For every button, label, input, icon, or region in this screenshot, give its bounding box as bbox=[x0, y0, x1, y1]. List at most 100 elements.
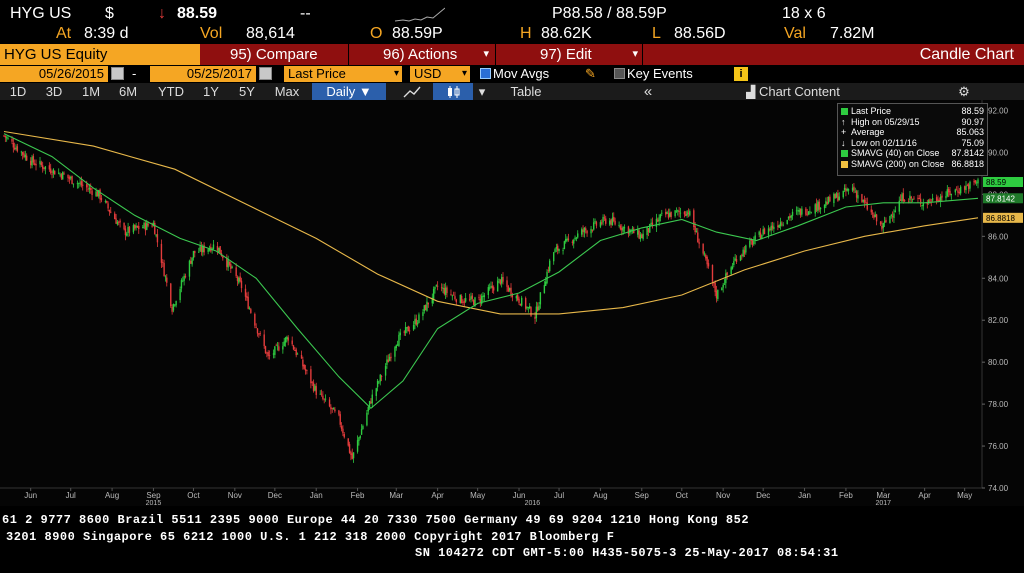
legend-marker-icon: ↓ bbox=[841, 137, 846, 148]
candle-body bbox=[518, 298, 520, 303]
edit-menu[interactable]: 97) Edit ▾ bbox=[496, 44, 642, 65]
candle-body bbox=[7, 137, 9, 139]
candle-body bbox=[164, 276, 167, 278]
start-calendar-icon[interactable] bbox=[111, 67, 124, 80]
candle-body bbox=[745, 245, 747, 253]
candle-body bbox=[666, 212, 668, 214]
bid-ask: P88.58 / 88.59P bbox=[552, 5, 667, 22]
period-1m[interactable]: 1M bbox=[81, 84, 101, 99]
x-tick-label: Feb bbox=[351, 491, 365, 500]
candle-body bbox=[665, 211, 667, 215]
price-chart[interactable]: 92.0090.0088.0086.0084.0082.0080.0078.00… bbox=[0, 100, 1024, 506]
candle-body bbox=[591, 229, 594, 231]
chart-content-label: Chart Content bbox=[758, 84, 840, 99]
candle-body bbox=[371, 394, 373, 404]
candle-body bbox=[977, 179, 979, 184]
pencil-icon[interactable]: ✎ bbox=[585, 66, 596, 81]
table-button[interactable]: Table bbox=[510, 84, 542, 99]
currency-select[interactable]: USD ▾ bbox=[410, 66, 470, 82]
candle-body bbox=[472, 300, 475, 305]
period-max[interactable]: Max bbox=[274, 84, 300, 99]
candle-body bbox=[954, 189, 957, 193]
line-chart-icon[interactable] bbox=[398, 83, 426, 100]
candle-body bbox=[907, 201, 910, 203]
candle-body bbox=[78, 183, 80, 185]
gear-icon[interactable]: ⚙ bbox=[958, 84, 970, 99]
candle-body bbox=[917, 197, 919, 199]
candle-body bbox=[965, 185, 967, 191]
candle-body bbox=[283, 341, 285, 347]
candle-body bbox=[838, 196, 840, 201]
ticker[interactable]: HYG US bbox=[10, 5, 72, 22]
mov-avgs-checkbox[interactable] bbox=[480, 68, 491, 79]
x-tick-label: Jul bbox=[66, 491, 76, 500]
x-tick-label: May bbox=[957, 491, 972, 500]
candle-body bbox=[603, 217, 606, 219]
chart-type-chevron-down-icon[interactable]: ▾ bbox=[478, 84, 486, 99]
legend-row: ↓ Low on 02/11/16 75.09 bbox=[841, 138, 984, 149]
candle-body bbox=[586, 230, 588, 234]
end-date-field[interactable]: 05/25/2017 bbox=[150, 66, 256, 82]
candle-body bbox=[67, 174, 69, 178]
security-field[interactable]: HYG US Equity bbox=[0, 44, 200, 65]
candle-body bbox=[431, 297, 433, 304]
period-5y[interactable]: 5Y bbox=[239, 84, 255, 99]
candle-body bbox=[749, 240, 751, 247]
candle-type-icon[interactable] bbox=[433, 83, 473, 100]
period-ytd[interactable]: YTD bbox=[158, 84, 184, 99]
candle-body bbox=[967, 184, 970, 190]
chart-content-button[interactable]: ▟ Chart Content bbox=[728, 83, 858, 100]
candle-body bbox=[938, 200, 941, 202]
end-calendar-icon[interactable] bbox=[259, 67, 272, 80]
candle-body bbox=[698, 242, 700, 244]
candle-body bbox=[314, 385, 316, 391]
bid-ask-size: 18 x 6 bbox=[782, 5, 826, 22]
candle-body bbox=[302, 359, 304, 367]
footer-contacts-line2: 3201 8900 Singapore 65 6212 1000 U.S. 1 … bbox=[6, 530, 615, 544]
period-1y[interactable]: 1Y bbox=[203, 84, 219, 99]
quote-header: HYG US $ ↓ 88.59 -- P88.58 / 88.59P 18 x… bbox=[0, 0, 1024, 44]
candle-body bbox=[399, 332, 401, 336]
candle-body bbox=[573, 240, 575, 244]
field-select[interactable]: Last Price ▾ bbox=[284, 66, 402, 82]
candle-body bbox=[52, 169, 55, 174]
info-icon[interactable]: i bbox=[734, 67, 748, 81]
candle-body bbox=[773, 226, 775, 230]
start-date-field[interactable]: 05/26/2015 bbox=[0, 66, 108, 82]
candle-body bbox=[63, 173, 65, 175]
candle-body bbox=[311, 381, 313, 383]
open-label: O bbox=[370, 25, 383, 42]
candle-body bbox=[577, 233, 579, 238]
candle-body bbox=[20, 151, 23, 153]
period-6m[interactable]: 6M bbox=[118, 84, 138, 99]
candle-body bbox=[367, 406, 369, 412]
candle-body bbox=[758, 231, 760, 235]
candle-body bbox=[470, 296, 472, 300]
sma40-tag-bg bbox=[983, 193, 1023, 204]
candle-body bbox=[949, 190, 951, 195]
period-1d[interactable]: 1D bbox=[9, 84, 27, 99]
candle-body bbox=[123, 222, 125, 230]
candle-body bbox=[200, 246, 203, 253]
candle-body bbox=[769, 228, 771, 230]
key-events-checkbox[interactable] bbox=[614, 68, 625, 79]
candle-body bbox=[482, 295, 484, 298]
candle-body bbox=[238, 277, 240, 283]
x-tick-label: Jan bbox=[798, 491, 811, 500]
compare-menu[interactable]: 95) Compare bbox=[200, 44, 348, 65]
net-change: -- bbox=[300, 5, 311, 22]
collapse-left-icon[interactable]: « bbox=[643, 83, 653, 100]
legend-value: 90.97 bbox=[961, 116, 984, 127]
candle-body bbox=[332, 407, 335, 410]
candle-body bbox=[25, 155, 28, 161]
candle-body bbox=[146, 222, 148, 230]
key-events-label[interactable]: Key Events bbox=[627, 66, 693, 81]
period-3d[interactable]: 3D bbox=[45, 84, 63, 99]
candle-body bbox=[753, 240, 755, 245]
legend-row: ↑ High on 05/29/15 90.97 bbox=[841, 117, 984, 128]
candle-body bbox=[508, 288, 511, 291]
actions-menu[interactable]: 96) Actions ▾ bbox=[349, 44, 495, 65]
candle-body bbox=[751, 240, 754, 246]
mov-avgs-label[interactable]: Mov Avgs bbox=[493, 66, 550, 81]
frequency-select[interactable]: Daily ▼ bbox=[312, 83, 386, 100]
